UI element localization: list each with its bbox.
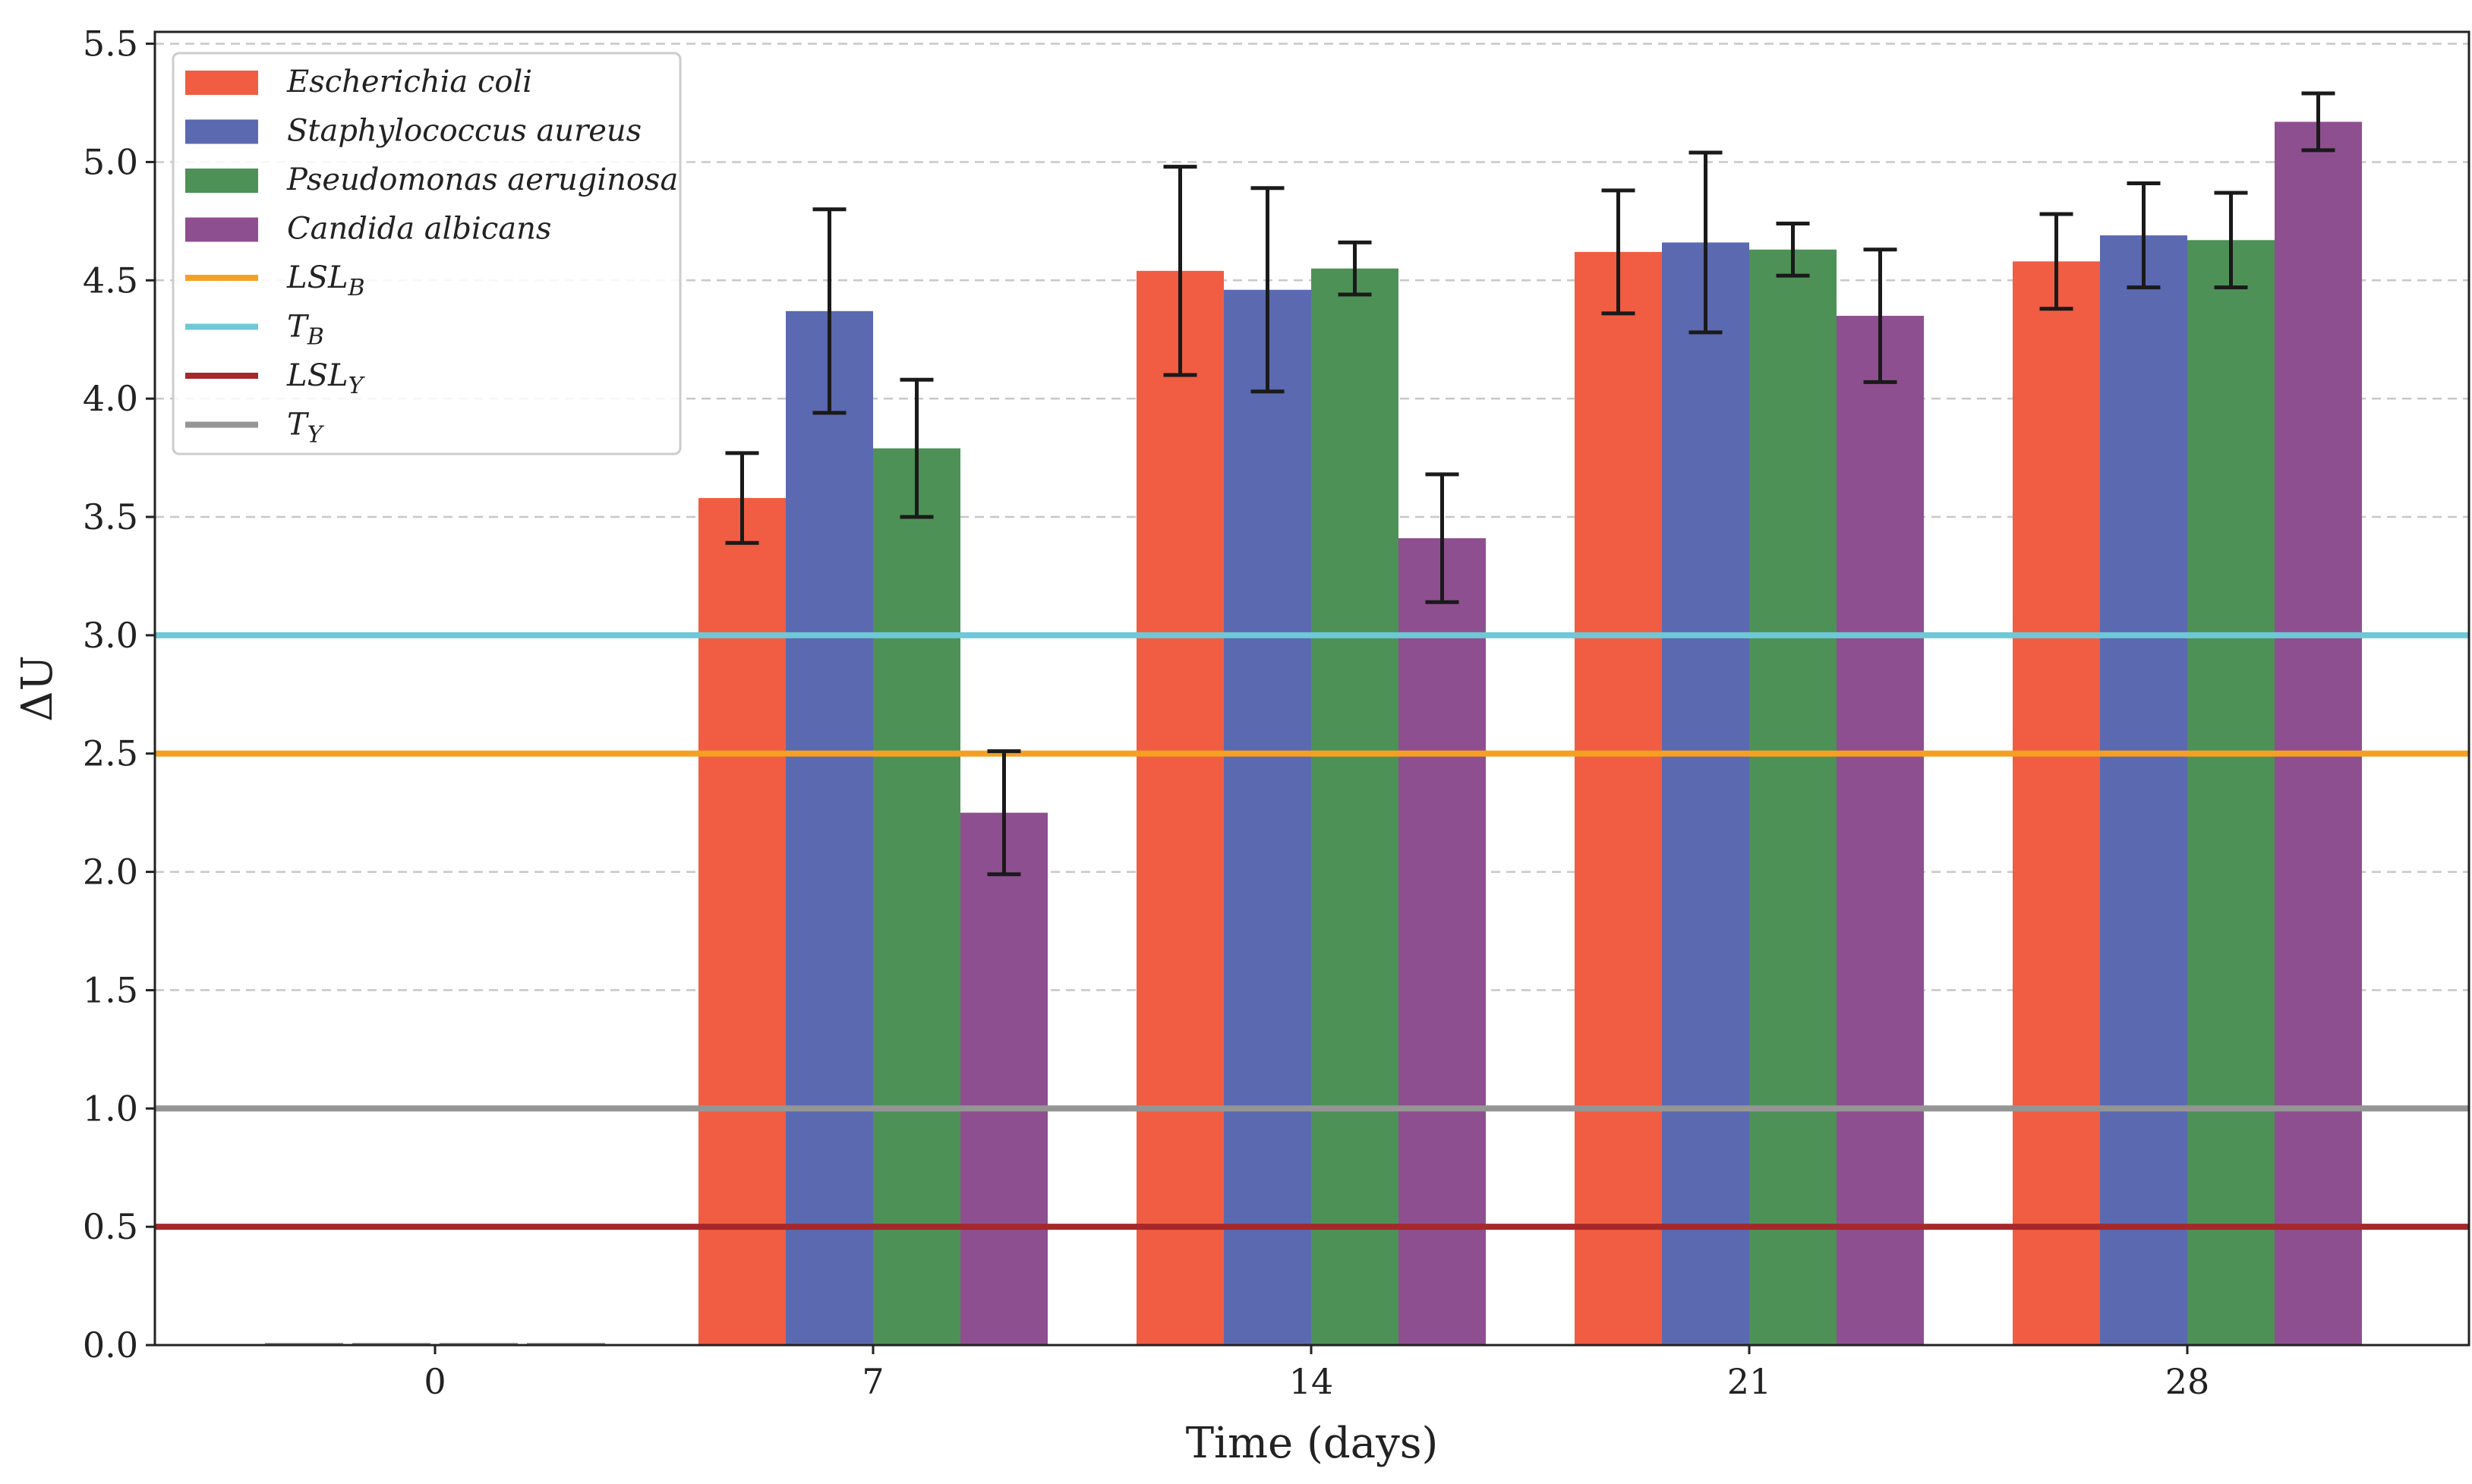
bar — [1837, 316, 1924, 1345]
legend-label: Pseudomonas aeruginosa — [286, 162, 678, 197]
y-tick-label: 4.0 — [83, 378, 138, 419]
error-bars — [725, 91, 2335, 877]
bar — [1398, 538, 1486, 1346]
x-axis-ticks: 0 7 14 21 28 — [424, 1345, 2209, 1402]
bar — [2013, 261, 2100, 1345]
legend-label-subscript: B — [348, 275, 365, 301]
y-tick-label: 0.5 — [83, 1206, 138, 1247]
bar — [1662, 242, 1749, 1345]
legend-box — [172, 52, 682, 455]
x-tick-label: 14 — [1289, 1361, 1334, 1402]
bar — [960, 812, 1048, 1345]
legend-label-subscript: Y — [307, 422, 325, 449]
reference-lines — [155, 632, 2469, 1230]
bar — [873, 448, 960, 1346]
y-axis-ticks: 0.0 0.5 1.0 1.5 2.0 2.5 3.0 3.5 4.0 4.5 5.0 5.5 — [83, 24, 155, 1366]
bar — [2275, 121, 2362, 1346]
legend-swatch — [185, 169, 258, 193]
legend-label: Escherichia coli — [286, 65, 532, 99]
bar — [2100, 235, 2187, 1346]
y-tick-label: 2.5 — [83, 733, 138, 774]
y-tick-label: 5.5 — [83, 24, 138, 65]
bars — [265, 121, 2362, 1346]
legend-label-subscript: B — [307, 324, 324, 351]
x-tick-label: 21 — [1727, 1361, 1772, 1402]
y-tick-label: 1.5 — [83, 969, 138, 1010]
bar — [1749, 249, 1837, 1345]
bar — [1224, 289, 1311, 1346]
legend-label: LSLY — [286, 358, 366, 399]
legend-swatch — [185, 71, 258, 95]
legend-label-base: LSL — [286, 358, 348, 393]
y-tick-label: 3.0 — [83, 615, 138, 656]
bar — [2187, 240, 2275, 1346]
legend-label: TY — [287, 408, 325, 449]
bar — [698, 498, 786, 1346]
bar — [1575, 251, 1662, 1346]
x-tick-label: 7 — [862, 1361, 884, 1402]
bar — [1311, 268, 1398, 1346]
x-tick-label: 0 — [424, 1361, 446, 1402]
bar — [786, 310, 873, 1345]
legend-swatch — [185, 217, 258, 242]
legend-label-base: T — [287, 408, 310, 443]
y-tick-label: 2.0 — [83, 852, 138, 893]
legend-label-subscript: Y — [348, 373, 366, 399]
y-tick-label: 0.0 — [83, 1325, 138, 1366]
y-tick-label: 1.0 — [83, 1088, 138, 1129]
y-tick-label: 3.5 — [83, 496, 138, 537]
y-axis-label: ΔU — [13, 655, 62, 722]
legend-label-base: T — [287, 310, 310, 345]
legend[interactable]: Escherichia coli Staphylococcus aureus Pse… — [172, 52, 682, 455]
legend-label: LSLB — [286, 260, 365, 301]
legend-label: Staphylococcus aureus — [287, 114, 642, 149]
legend-swatch — [185, 119, 258, 144]
legend-label-base: LSL — [286, 260, 348, 295]
x-tick-label: 28 — [2165, 1361, 2210, 1402]
legend-label: Candida albicans — [287, 212, 551, 247]
x-axis-label: Time (days) — [1186, 1419, 1439, 1468]
y-tick-label: 4.5 — [83, 260, 138, 301]
bar — [1137, 270, 1224, 1345]
y-tick-label: 5.0 — [83, 141, 138, 182]
legend-label: TB — [287, 310, 324, 351]
